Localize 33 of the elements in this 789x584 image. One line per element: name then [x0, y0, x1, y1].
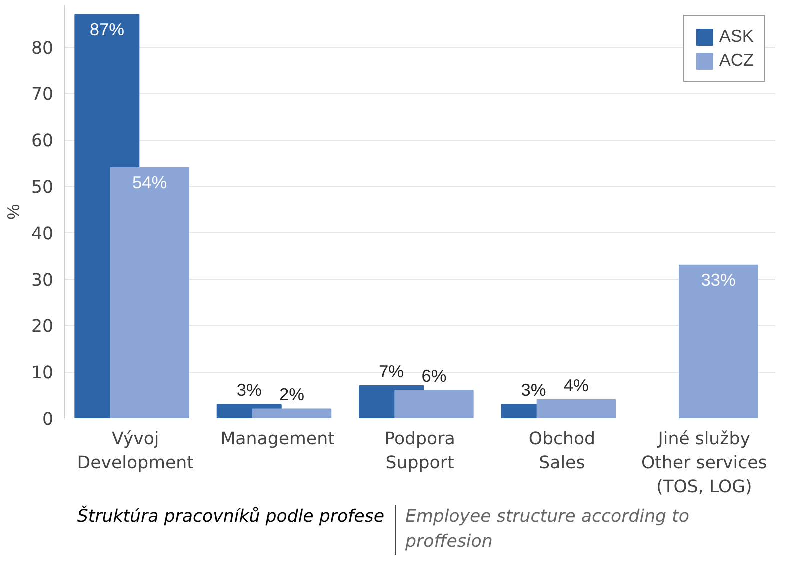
y-tick-label: 30: [31, 270, 54, 291]
x-tick-label: Vývoj Development: [77, 430, 194, 474]
data-label: 6%: [422, 366, 447, 386]
bar: [252, 408, 332, 418]
text: Employee structure according to proffesion: [404, 506, 690, 554]
y-tick-label: 40: [31, 224, 54, 244]
data-label: 87%: [90, 19, 125, 40]
y-axis-title: %: [3, 204, 24, 220]
legend-label: ACZ: [719, 50, 754, 71]
y-tick-label: 0: [42, 410, 54, 430]
bar: [536, 399, 616, 418]
y-tick-label: 70: [31, 85, 54, 106]
y-tick-label: 50: [31, 178, 54, 198]
bar: [110, 167, 190, 418]
x-tick-label: Management: [220, 430, 336, 450]
data-label: 7%: [379, 361, 404, 382]
data-label: 54%: [132, 172, 168, 193]
y-tick-label: 20: [31, 317, 54, 338]
y-tick-label: 80: [31, 38, 54, 59]
y-tick-label: 60: [31, 132, 54, 152]
x-tick-label: Jiné služby Other services (TOS, LOG): [641, 430, 768, 498]
legend-label: ASK: [719, 26, 754, 47]
data-label: 33%: [701, 270, 736, 290]
bar: [679, 264, 758, 418]
bar: [394, 390, 474, 418]
y-tick-label: 10: [31, 364, 54, 384]
x-tick-label: Podpora Support: [384, 430, 456, 474]
text: Štruktúra pracovníků podle profese: [5, 505, 396, 554]
data-label: 3%: [236, 380, 262, 400]
x-tick-label: Obchod Sales: [528, 430, 596, 474]
data-label: 4%: [564, 375, 589, 396]
data-label: 2%: [280, 384, 305, 405]
data-label: 3%: [521, 380, 546, 400]
